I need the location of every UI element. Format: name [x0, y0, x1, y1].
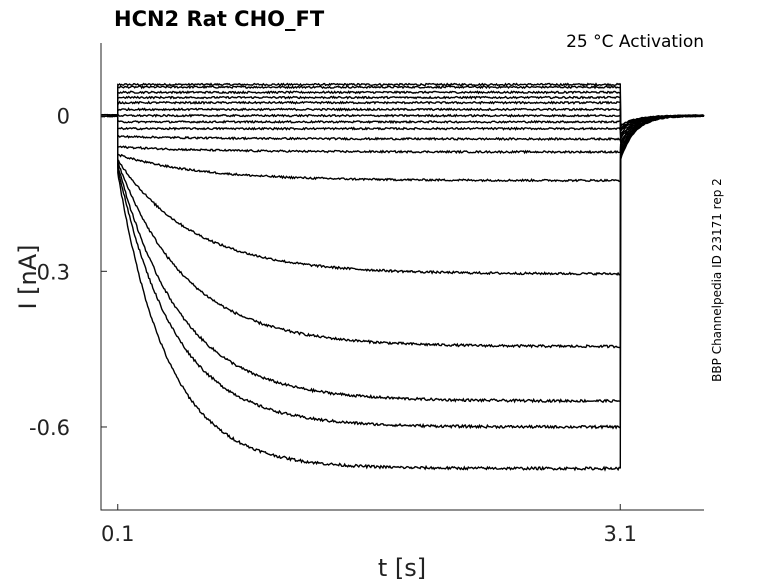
current-trace-10: [100, 113, 705, 144]
y-tick-label-3: -0.6: [29, 416, 70, 440]
current-trace-17: [100, 113, 705, 472]
x-ticks: 0.1 3.1: [101, 504, 637, 546]
current-trace-1: [100, 82, 704, 129]
current-trace-3: [100, 90, 705, 131]
y-tick-label-2: -0.3: [29, 260, 70, 284]
current-trace-2: [100, 84, 705, 128]
current-trace-9: [100, 113, 705, 142]
current-trace-15: [100, 113, 705, 404]
y-axis-label: I [nA]: [14, 244, 42, 309]
current-trace-4: [100, 95, 705, 130]
axes-group: [100, 43, 704, 511]
current-trace-8: [101, 113, 704, 139]
axis-frame: [100, 43, 704, 511]
chart-title: HCN2 Rat CHO_FT: [114, 7, 325, 31]
y-ticks: 0 -0.3 -0.6: [29, 105, 107, 440]
x-axis-label: t [s]: [378, 554, 426, 582]
current-trace-14: [100, 113, 705, 349]
x-tick-label-1: 0.1: [101, 522, 134, 546]
current-trace-12: [100, 113, 705, 183]
current-trace-7: [101, 113, 705, 136]
current-trace-16: [100, 113, 705, 430]
current-trace-11: [101, 113, 705, 155]
x-tick-label-2: 3.1: [604, 522, 637, 546]
current-trace-5: [100, 100, 705, 134]
side-label: BBP Channelpedia ID 23171 rep 2: [710, 178, 724, 382]
current-trace-13: [100, 113, 704, 277]
current-trace-6: [100, 107, 705, 134]
condition-label: 25 °C Activation: [566, 32, 704, 52]
traces-group: [100, 82, 705, 472]
y-tick-label-1: 0: [57, 105, 70, 129]
